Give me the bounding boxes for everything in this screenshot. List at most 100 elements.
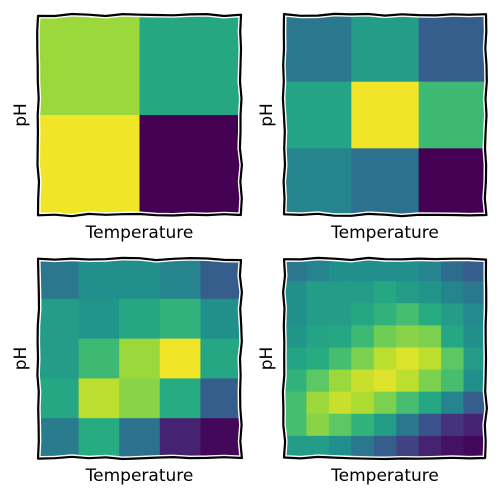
heatmap-cell-4-r2-c5: [396, 303, 420, 326]
heatmap-cell-4-r4-c5: [396, 347, 420, 371]
heatmap-cell-4-r7-c5: [396, 413, 420, 437]
heatmap-cell-4-r4-c4: [373, 347, 397, 371]
heatmap-cell-4-r4-c2: [328, 347, 352, 371]
heatmap-cell-4-r8-c2: [328, 435, 352, 459]
heatmap-cell-3-r4-c0: [38, 418, 80, 459]
heatmap-cell-4-r1-c7: [441, 281, 465, 304]
heatmap-cell-4-r0-c6: [418, 259, 442, 282]
heatmap-cell-4-r1-c4: [373, 281, 397, 304]
heatmap-cell-4-r5-c4: [373, 369, 397, 393]
heatmap-cell-3-r1-c4: [200, 298, 242, 340]
heatmap-cell-3-r4-c1: [78, 418, 120, 459]
heatmap-cell-3-r3-c4: [200, 378, 242, 419]
heatmap-cell-4-r6-c0: [284, 391, 308, 415]
heatmap-cell-3-r4-c4: [200, 418, 242, 459]
heatmap-cell-3-r1-c2: [119, 298, 161, 340]
heatmap-cell-2-r2-c0: [284, 148, 352, 216]
heatmap-cell-4-r3-c4: [373, 325, 397, 349]
heatmap-cell-4-r0-c5: [396, 259, 420, 282]
heatmap-cell-4-r0-c3: [351, 259, 375, 282]
axes-frame-3: [36, 256, 243, 461]
heatmap-cell-2-r0-c0: [284, 15, 352, 83]
heatmap-cell-4-r7-c8: [463, 413, 487, 437]
heatmap-cell-3-r3-c2: [119, 378, 161, 419]
heatmap-cell-4-r1-c0: [284, 281, 308, 304]
heatmap-cell-4-r2-c3: [351, 303, 375, 326]
heatmap-cell-3-r1-c3: [159, 298, 201, 340]
heatmap-cell-4-r4-c0: [284, 347, 308, 371]
x-axis-label-1: Temperature: [85, 223, 194, 243]
heatmap-cell-2-r1-c0: [284, 81, 352, 149]
heatmap-panel-3: Temperature pH: [11, 255, 245, 486]
heatmap-cell-4-r7-c3: [351, 413, 375, 437]
heatmap-cell-4-r4-c7: [441, 347, 465, 371]
heatmap-cell-2-r1-c1: [351, 81, 420, 149]
heatmap-cell-4-r0-c4: [373, 259, 397, 282]
heatmap-cell-3-r4-c2: [119, 418, 161, 459]
heatmap-cell-3-r0-c3: [159, 259, 201, 300]
heatmap-cell-4-r7-c6: [418, 413, 442, 437]
heatmap-cell-4-r4-c6: [418, 347, 442, 371]
heatmap-cell-4-r4-c3: [351, 347, 375, 371]
heatmap-cell-4-r3-c3: [351, 325, 375, 349]
heatmap-cell-4-r6-c3: [351, 391, 375, 415]
heatmap-cell-4-r1-c6: [418, 281, 442, 304]
heatmap-cell-4-r1-c3: [351, 281, 375, 304]
heatmap-cell-4-r6-c5: [396, 391, 420, 415]
heatmap-cell-4-r8-c1: [306, 435, 330, 459]
axes-frame-4: [281, 256, 488, 461]
heatmap-cell-2-r1-c2: [418, 81, 487, 149]
heatmap-cell-3-r2-c2: [119, 338, 161, 379]
heatmap-panel-1: Temperature pH: [11, 11, 245, 243]
heatmap-cell-4-r4-c1: [306, 347, 330, 371]
heatmap-cell-4-r3-c7: [441, 325, 465, 349]
heatmap-cell-2-r0-c2: [418, 15, 487, 83]
heatmap-cell-1-r1-c1: [139, 115, 242, 216]
heatmap-cell-4-r8-c8: [463, 435, 487, 459]
heatmap-cell-4-r5-c2: [328, 369, 352, 393]
heatmap-cell-4-r6-c7: [441, 391, 465, 415]
heatmap-cell-4-r6-c8: [463, 391, 487, 415]
heatmap-cell-4-r3-c0: [284, 325, 308, 349]
heatmap-cell-4-r7-c1: [306, 413, 330, 437]
heatmap-cell-3-r4-c3: [159, 418, 201, 459]
heatmap-cell-4-r3-c6: [418, 325, 442, 349]
heatmap-cell-4-r5-c5: [396, 369, 420, 393]
heatmap-cell-4-r2-c4: [373, 303, 397, 326]
heatmap-cell-3-r2-c0: [38, 338, 80, 379]
heatmap-cell-4-r6-c2: [328, 391, 352, 415]
heatmap-cell-4-r1-c8: [463, 281, 487, 304]
heatmap-cell-4-r5-c1: [306, 369, 330, 393]
heatmap-cell-1-r0-c1: [139, 15, 242, 116]
heatmap-cell-4-r7-c7: [441, 413, 465, 437]
heatmap-cell-4-r1-c5: [396, 281, 420, 304]
heatmap-cell-4-r0-c7: [441, 259, 465, 282]
heatmap-cell-4-r0-c0: [284, 259, 308, 282]
heatmap-panel-2: Temperature pH: [257, 11, 490, 243]
heatmap-cell-3-r0-c2: [119, 259, 161, 300]
heatmap-cell-4-r5-c3: [351, 369, 375, 393]
heatmap-cell-3-r1-c1: [78, 298, 120, 340]
heatmap-cell-4-r2-c0: [284, 303, 308, 326]
heatmap-cell-4-r8-c0: [284, 435, 308, 459]
heatmap-cell-4-r1-c2: [328, 281, 352, 304]
heatmap-cell-3-r1-c0: [38, 298, 80, 340]
heatmap-cell-4-r8-c4: [373, 435, 397, 459]
axes-frame-1: [36, 12, 243, 218]
heatmap-cell-4-r8-c7: [441, 435, 465, 459]
x-axis-label-2: Temperature: [330, 223, 439, 243]
heatmap-cell-3-r3-c3: [159, 378, 201, 419]
heatmap-cell-4-r2-c7: [441, 303, 465, 326]
heatmap-cell-4-r5-c8: [463, 369, 487, 393]
heatmap-cell-4-r2-c6: [418, 303, 442, 326]
heatmap-cell-4-r8-c6: [418, 435, 442, 459]
heatmap-cell-1-r1-c0: [38, 115, 141, 216]
heatmap-cell-4-r4-c8: [463, 347, 487, 371]
heatmap-cell-4-r7-c0: [284, 413, 308, 437]
heatmap-cell-4-r2-c1: [306, 303, 330, 326]
heatmap-cell-4-r6-c6: [418, 391, 442, 415]
heatmap-cell-4-r2-c8: [463, 303, 487, 326]
heatmap-cell-4-r7-c2: [328, 413, 352, 437]
heatmap-cell-4-r6-c1: [306, 391, 330, 415]
